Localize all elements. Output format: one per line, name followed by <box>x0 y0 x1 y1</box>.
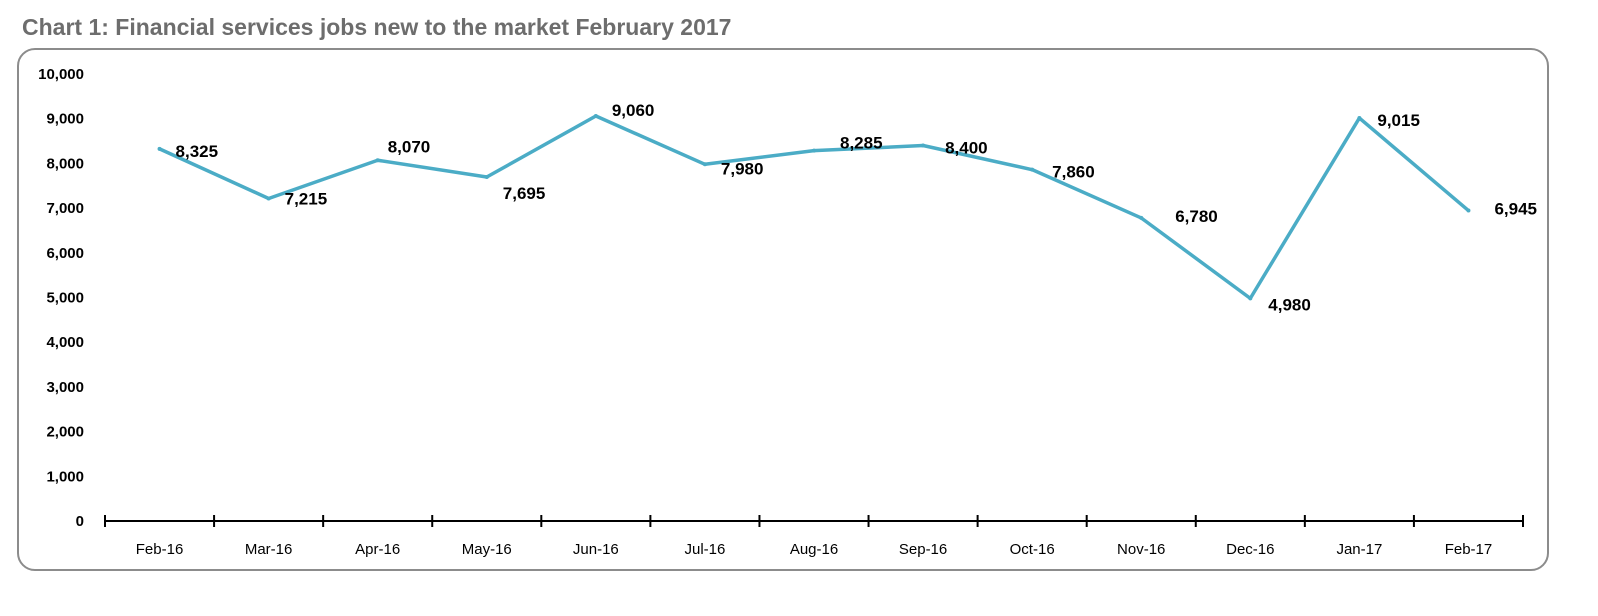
data-label: 8,400 <box>945 139 988 158</box>
x-tick-label: Oct-16 <box>1010 541 1055 558</box>
x-tick-label: Feb-17 <box>1445 541 1493 558</box>
data-label: 7,860 <box>1052 163 1095 182</box>
chart-title: Chart 1: Financial services jobs new to … <box>22 14 732 40</box>
data-point <box>812 148 816 153</box>
y-tick-label: 6,000 <box>46 245 84 262</box>
data-label: 6,780 <box>1175 207 1218 226</box>
data-label: 8,285 <box>840 134 883 153</box>
x-tick-label: Sep-16 <box>899 541 947 558</box>
data-point <box>157 146 162 151</box>
data-label: 7,695 <box>503 184 546 203</box>
y-tick-label: 0 <box>76 513 84 530</box>
x-tick-label: Nov-16 <box>1117 541 1165 558</box>
x-tick-label: May-16 <box>462 541 512 558</box>
data-label: 8,325 <box>176 142 219 161</box>
chart-frame <box>17 48 1549 571</box>
y-tick-label: 5,000 <box>46 290 84 307</box>
y-tick-label: 7,000 <box>46 200 84 217</box>
data-point <box>266 196 271 201</box>
data-label: 7,215 <box>285 189 328 208</box>
y-tick-label: 3,000 <box>46 379 84 396</box>
x-tick-label: Mar-16 <box>245 541 293 558</box>
y-tick-label: 2,000 <box>46 424 84 441</box>
y-tick-label: 4,000 <box>46 334 84 351</box>
x-tick-label: Jul-16 <box>684 541 725 558</box>
data-label: 7,980 <box>721 159 764 178</box>
x-tick-label: Apr-16 <box>355 541 400 558</box>
data-point <box>484 175 489 180</box>
y-tick-label: 10,000 <box>38 66 84 83</box>
series-line <box>158 114 1470 301</box>
x-tick-label: Jun-16 <box>573 541 619 558</box>
data-point <box>1357 116 1362 121</box>
data-point <box>1466 208 1471 213</box>
data-label: 9,060 <box>612 101 655 120</box>
x-tick-label: Jan-17 <box>1336 541 1382 558</box>
data-label: 8,070 <box>388 137 431 156</box>
data-label: 4,980 <box>1268 295 1311 314</box>
data-point <box>921 143 926 148</box>
data-point <box>593 114 598 119</box>
data-label: 9,015 <box>1377 111 1420 130</box>
y-tick-label: 9,000 <box>46 111 84 128</box>
data-point <box>375 158 380 163</box>
data-point <box>1030 167 1035 172</box>
y-tick-label: 1,000 <box>46 468 84 485</box>
x-tick-label: Dec-16 <box>1226 541 1274 558</box>
y-tick-label: 8,000 <box>46 155 84 172</box>
data-label: 6,945 <box>1494 200 1537 219</box>
x-tick-label: Feb-16 <box>136 541 184 558</box>
x-tick-label: Aug-16 <box>790 541 838 558</box>
data-point <box>1139 215 1144 220</box>
data-point <box>1248 296 1253 301</box>
data-point <box>702 162 707 167</box>
